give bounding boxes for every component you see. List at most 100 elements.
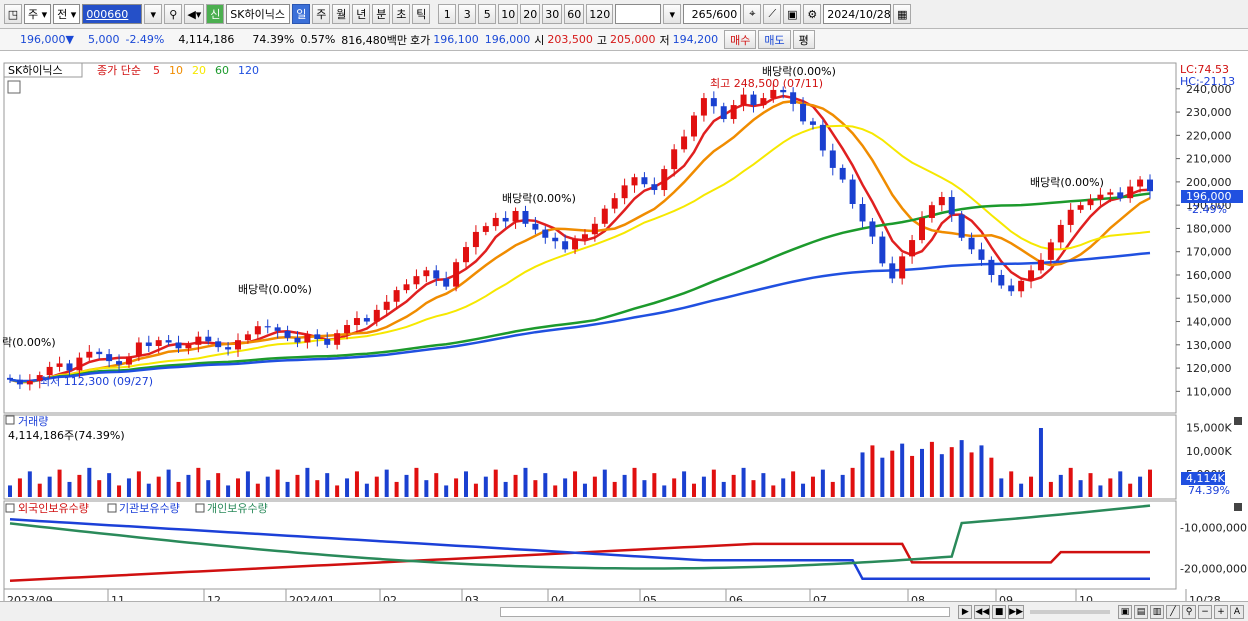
candle-body: [859, 203, 866, 222]
calendar-icon[interactable]: ▦: [893, 4, 912, 24]
candle-body: [1117, 192, 1124, 199]
period-button-1[interactable]: 주: [312, 4, 331, 24]
save-icon[interactable]: ▣: [783, 4, 802, 24]
volume-bar: [136, 471, 141, 497]
institution-checkbox[interactable]: [107, 503, 117, 513]
interval-button-20[interactable]: 20: [520, 4, 541, 24]
volume-bar: [17, 478, 22, 497]
candle-body: [700, 98, 707, 116]
crosshair-icon[interactable]: ⌖: [743, 4, 762, 24]
market-select[interactable]: 주 ▾: [24, 4, 52, 24]
volume-bar: [880, 457, 885, 497]
candle-body: [800, 103, 807, 122]
volume-bar: [117, 485, 122, 497]
trend-tool-icon[interactable]: ╱: [1166, 604, 1180, 619]
volume-close-icon[interactable]: [1234, 417, 1242, 425]
volume-bar: [543, 473, 548, 497]
interval-button-10[interactable]: 10: [498, 4, 519, 24]
volume-bar: [701, 476, 706, 497]
prev-select[interactable]: 전 ▾: [53, 4, 81, 24]
volume-bar: [999, 478, 1004, 497]
period-button-4[interactable]: 분: [372, 4, 391, 24]
date-field[interactable]: 2024/10/28: [823, 4, 892, 24]
legend-name-box[interactable]: [3, 62, 83, 78]
gear-icon[interactable]: ⚙: [803, 4, 822, 24]
zoom-out-icon[interactable]: −: [1198, 604, 1212, 619]
stock-chart[interactable]: 240,000230,000220,000210,000200,000190,0…: [0, 51, 1248, 621]
zoom-in-icon[interactable]: +: [1214, 604, 1228, 619]
stock-name-field[interactable]: SK하이닉스: [226, 4, 291, 24]
ma-legend-10: 10: [169, 64, 183, 77]
candle-body: [195, 336, 202, 345]
chart-grid: [3, 62, 1177, 590]
candle-body: [829, 150, 836, 168]
holdings-close-icon[interactable]: [1234, 503, 1242, 511]
sell-button[interactable]: 매도: [758, 30, 791, 49]
sell-label: 매도: [764, 33, 785, 47]
rewind-icon[interactable]: ◀◀: [974, 604, 991, 619]
change-pct: -2.49%: [125, 33, 165, 46]
draw-line-icon[interactable]: ⟋: [763, 4, 782, 24]
scroll-right-icon[interactable]: ▶: [958, 604, 973, 619]
volume-bar: [731, 474, 736, 497]
quote-bar: 196,000 ▼ 5,000 -2.49% 4,114,186 74.39% …: [0, 29, 1248, 51]
layout-icon-2[interactable]: ▤: [1134, 604, 1148, 619]
speed-slider[interactable]: [1030, 609, 1110, 614]
volume-bar: [741, 467, 746, 497]
period-button-2[interactable]: 월: [332, 4, 351, 24]
text-tool-icon[interactable]: A: [1230, 604, 1244, 619]
individual-checkbox[interactable]: [195, 503, 205, 513]
speaker-icon[interactable]: ◀▾: [184, 4, 205, 24]
search-icon[interactable]: ⚲: [164, 4, 183, 24]
period-button-0[interactable]: 일: [292, 4, 311, 24]
buy-button[interactable]: 매수: [724, 30, 757, 49]
volume-checkbox[interactable]: [5, 415, 15, 425]
interval-button-30[interactable]: 30: [542, 4, 563, 24]
volume-bar: [464, 471, 468, 497]
volume-bar: [523, 467, 528, 497]
candle-body: [968, 237, 975, 250]
interval-button-3[interactable]: 3: [458, 4, 477, 24]
stop-icon[interactable]: ■: [992, 604, 1007, 619]
period-button-5[interactable]: 초: [392, 4, 411, 24]
forward-icon[interactable]: ▶▶: [1008, 604, 1024, 619]
price-tick-label: 200,000: [1186, 176, 1232, 189]
code-dropdown-icon[interactable]: ▾: [144, 4, 163, 24]
volume-bar: [771, 485, 776, 497]
volume-bar: [1058, 474, 1063, 497]
volume-bar: [8, 485, 12, 497]
interval-dropdown-icon[interactable]: ▾: [663, 4, 682, 24]
candle-body: [225, 347, 232, 350]
scrollbar-track[interactable]: [500, 606, 951, 617]
volume-bar: [374, 476, 379, 497]
candle-body: [373, 309, 380, 322]
eval-button[interactable]: 평: [792, 30, 815, 49]
candle-body: [562, 241, 569, 250]
volume-bar: [315, 480, 320, 497]
grid-toggle-icon[interactable]: [7, 80, 21, 94]
stock-code-input[interactable]: 000660: [82, 4, 143, 24]
candle-body: [254, 326, 261, 335]
layout-icon-1[interactable]: ▣: [1118, 604, 1132, 619]
period-button-6[interactable]: 틱: [412, 4, 431, 24]
volume-bar: [1038, 427, 1043, 497]
interval-button-120[interactable]: 120: [586, 4, 614, 24]
foreign-checkbox[interactable]: [5, 503, 15, 513]
interval-button-1[interactable]: 1: [438, 4, 457, 24]
window-menu-icon[interactable]: ◳: [4, 4, 22, 24]
current-price-tag-value: 196,000: [1186, 190, 1232, 203]
ma-line-20: [9, 124, 1151, 384]
layout-icon-3[interactable]: ▥: [1150, 604, 1164, 619]
candle-body: [1008, 285, 1015, 292]
stock-name-value: SK하이닉스: [230, 8, 285, 21]
volume-bar: [1098, 485, 1103, 497]
count-field[interactable]: 265/600: [683, 4, 742, 24]
interval-button-60[interactable]: 60: [564, 4, 585, 24]
volume-bar: [335, 485, 340, 497]
interval-button-5[interactable]: 5: [478, 4, 497, 24]
period-button-3[interactable]: 년: [352, 4, 371, 24]
chart-scroll-bar: ▶ ◀◀ ■ ▶▶ ▣ ▤ ▥ ╱ ⚲ − + A: [0, 601, 1248, 621]
interval-input[interactable]: [615, 4, 662, 24]
zoom-icon[interactable]: ⚲: [1182, 604, 1196, 619]
candle-body: [948, 197, 955, 215]
